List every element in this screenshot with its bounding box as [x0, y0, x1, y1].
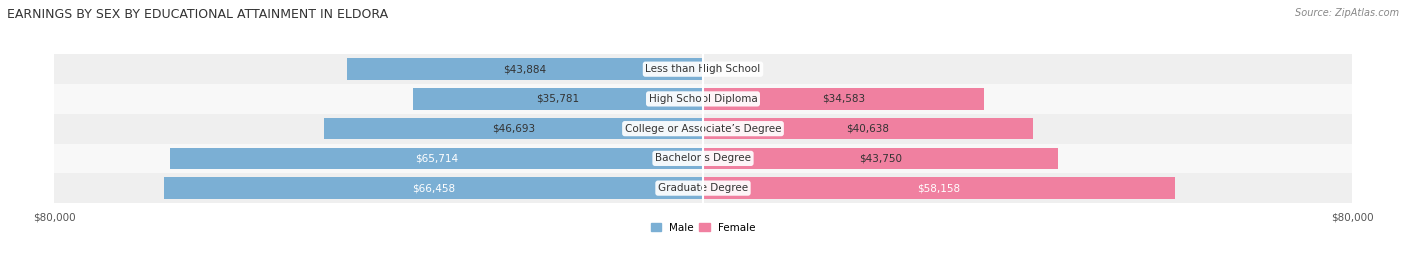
Text: $0: $0 — [710, 64, 723, 74]
Text: High School Diploma: High School Diploma — [648, 94, 758, 104]
Text: Bachelor’s Degree: Bachelor’s Degree — [655, 153, 751, 163]
Bar — [703, 177, 1175, 199]
Bar — [53, 173, 1353, 203]
Text: $43,750: $43,750 — [859, 153, 903, 163]
Bar — [53, 143, 1353, 173]
Bar — [325, 118, 703, 139]
Legend: Male, Female: Male, Female — [647, 219, 759, 237]
Text: $46,693: $46,693 — [492, 124, 536, 134]
Text: College or Associate’s Degree: College or Associate’s Degree — [624, 124, 782, 134]
Text: $34,583: $34,583 — [821, 94, 865, 104]
Bar — [53, 114, 1353, 143]
Bar — [703, 148, 1057, 169]
Text: $43,884: $43,884 — [503, 64, 547, 74]
Bar — [347, 58, 703, 80]
Bar — [165, 177, 703, 199]
Text: $40,638: $40,638 — [846, 124, 890, 134]
Text: $65,714: $65,714 — [415, 153, 458, 163]
Bar — [170, 148, 703, 169]
Text: EARNINGS BY SEX BY EDUCATIONAL ATTAINMENT IN ELDORA: EARNINGS BY SEX BY EDUCATIONAL ATTAINMEN… — [7, 8, 388, 21]
Text: Less than High School: Less than High School — [645, 64, 761, 74]
Bar — [703, 88, 984, 110]
Bar — [53, 54, 1353, 84]
Text: $66,458: $66,458 — [412, 183, 456, 193]
Text: $58,158: $58,158 — [917, 183, 960, 193]
Bar — [53, 84, 1353, 114]
Bar — [413, 88, 703, 110]
Text: Source: ZipAtlas.com: Source: ZipAtlas.com — [1295, 8, 1399, 18]
Text: $35,781: $35,781 — [536, 94, 579, 104]
Text: Graduate Degree: Graduate Degree — [658, 183, 748, 193]
Bar — [703, 118, 1032, 139]
